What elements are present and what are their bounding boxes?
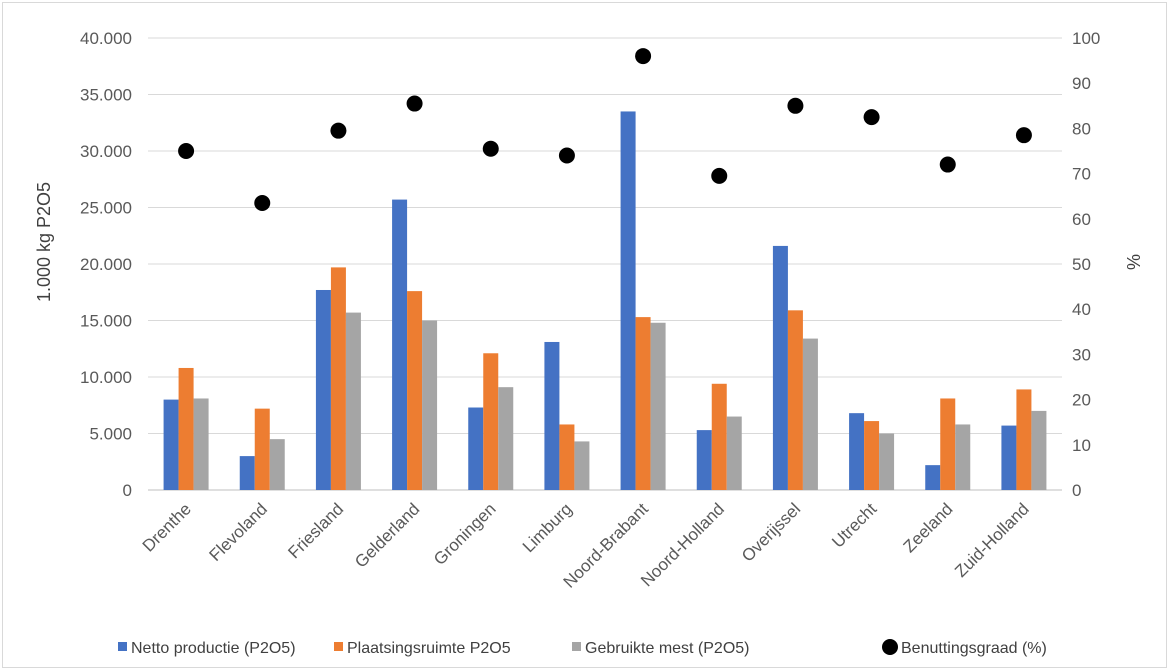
point-benuttingsgraad [711, 167, 728, 184]
point-benuttingsgraad [635, 48, 652, 65]
x-tick-label: Utrecht [828, 499, 880, 551]
legend-swatch [572, 642, 581, 651]
bar-gebruikte-mest-p2o5 [1031, 410, 1047, 490]
bar-netto-productie-p2o5 [315, 289, 331, 490]
y2-tick-label: 10 [1072, 436, 1091, 455]
bar-netto-productie-p2o5 [544, 341, 560, 490]
x-tick-label: Overijssel [738, 499, 804, 565]
x-tick-label: Zuid-Holland [951, 499, 1033, 581]
point-benuttingsgraad [1015, 127, 1032, 144]
bar-plaatsingsruimte-p2o5 [787, 310, 803, 490]
y-tick-label: 40.000 [80, 29, 132, 48]
x-tick-label: Limburg [519, 499, 576, 556]
bar-netto-productie-p2o5 [163, 399, 179, 490]
y2-tick-label: 20 [1072, 391, 1091, 410]
y-tick-label: 30.000 [80, 142, 132, 161]
bar-plaatsingsruimte-p2o5 [940, 398, 956, 490]
bar-plaatsingsruimte-p2o5 [711, 383, 727, 490]
bar-gebruikte-mest-p2o5 [879, 433, 895, 490]
legend-swatch [334, 642, 343, 651]
y2-tick-label: 30 [1072, 345, 1091, 364]
point-benuttingsgraad [178, 143, 195, 159]
y2-tick-label: 70 [1072, 165, 1091, 184]
y2-tick-label: 80 [1072, 119, 1091, 138]
point-benuttingsgraad [558, 147, 575, 164]
legend-marker [882, 639, 898, 655]
bar-gebruikte-mest-p2o5 [955, 424, 971, 490]
bar-gebruikte-mest-p2o5 [498, 387, 514, 490]
x-tick-label: Zeeland [900, 499, 957, 556]
legend-swatch [118, 642, 127, 651]
bar-gebruikte-mest-p2o5 [193, 398, 209, 490]
x-axis: Drenthe Flevoland Friesland Gelderland Groni… [139, 499, 1033, 591]
point-benuttingsgraad [406, 95, 423, 112]
bar-netto-productie-p2o5 [925, 465, 941, 490]
point-benuttingsgraad [787, 97, 804, 114]
point-benuttingsgraad [330, 122, 347, 139]
point-benuttingsgraad [939, 156, 956, 173]
bar-gebruikte-mest-p2o5 [269, 439, 285, 490]
bar-gebruikte-mest-p2o5 [345, 312, 361, 490]
point-benuttingsgraad [482, 140, 499, 157]
y2-tick-label: 100 [1072, 29, 1100, 48]
bar-netto-productie-p2o5 [849, 413, 865, 490]
legend-label: Benuttingsgraad (%) [901, 640, 1047, 657]
bar-netto-productie-p2o5 [1001, 425, 1017, 490]
y2-tick-label: 90 [1072, 74, 1091, 93]
y2-tick-label: 50 [1072, 255, 1091, 274]
y-tick-label: 35.000 [80, 86, 132, 105]
y-tick-label: 0 [123, 481, 132, 500]
bar-plaatsingsruimte-p2o5 [483, 353, 499, 490]
bar-plaatsingsruimte-p2o5 [330, 267, 346, 490]
bar-gebruikte-mest-p2o5 [422, 320, 438, 490]
bar-netto-productie-p2o5 [772, 245, 788, 490]
points-layer [178, 48, 1032, 211]
y2-tick-label: 0 [1072, 481, 1081, 500]
y-tick-label: 10.000 [80, 368, 132, 387]
bar-plaatsingsruimte-p2o5 [407, 291, 423, 490]
y-axis-right: 0 10 20 30 40 50 60 70 80 90 100 [1072, 29, 1100, 500]
bar-gebruikte-mest-p2o5 [574, 441, 590, 490]
bar-gebruikte-mest-p2o5 [726, 416, 742, 490]
point-benuttingsgraad [254, 194, 271, 211]
y-tick-label: 25.000 [80, 199, 132, 218]
bar-plaatsingsruimte-p2o5 [178, 367, 194, 490]
x-tick-label: Friesland [284, 499, 347, 562]
y2-tick-label: 40 [1072, 300, 1091, 319]
x-tick-label: Drenthe [139, 499, 195, 555]
x-tick-label: Flevoland [206, 499, 272, 565]
bar-netto-productie-p2o5 [620, 111, 636, 490]
bar-gebruikte-mest-p2o5 [650, 322, 666, 490]
legend-label: Gebruikte mest (P2O5) [585, 640, 750, 657]
bar-netto-productie-p2o5 [468, 407, 484, 490]
y-tick-label: 15.000 [80, 312, 132, 331]
y-axis-title: 1.000 kg P2O5 [34, 182, 54, 302]
bar-netto-productie-p2o5 [239, 456, 255, 490]
point-benuttingsgraad [863, 109, 880, 126]
legend: Netto productie (P2O5) Plaatsingsruimte P… [118, 639, 1047, 657]
x-tick-label: Gelderland [351, 499, 423, 571]
y-tick-label: 5.000 [89, 425, 132, 444]
bar-netto-productie-p2o5 [696, 430, 712, 490]
x-tick-label: Groningen [430, 499, 500, 569]
bar-plaatsingsruimte-p2o5 [254, 408, 270, 490]
y-axis-left: 0 5.000 10.000 15.000 20.000 25.000 30.000 35.0… [80, 29, 132, 500]
bar-plaatsingsruimte-p2o5 [1016, 389, 1032, 490]
y2-axis-title: % [1124, 254, 1144, 270]
bar-netto-productie-p2o5 [392, 199, 408, 490]
y-tick-label: 20.000 [80, 255, 132, 274]
bars-layer [163, 111, 1047, 490]
bar-plaatsingsruimte-p2o5 [635, 317, 651, 490]
legend-label: Netto productie (P2O5) [131, 640, 296, 657]
bar-gebruikte-mest-p2o5 [802, 338, 818, 490]
gridlines [148, 37, 1062, 491]
bar-plaatsingsruimte-p2o5 [559, 424, 575, 490]
y2-tick-label: 60 [1072, 210, 1091, 229]
legend-label: Plaatsingsruimte P2O5 [347, 640, 511, 657]
bar-plaatsingsruimte-p2o5 [864, 421, 880, 490]
